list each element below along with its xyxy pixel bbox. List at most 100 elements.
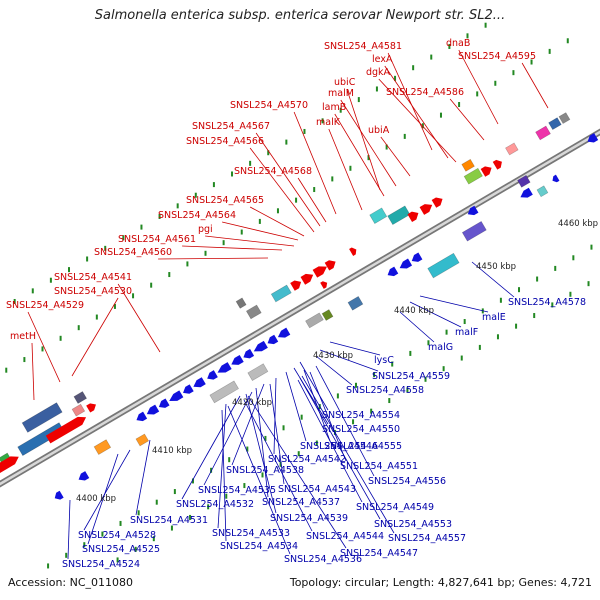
gene-label-bottom[interactable]: SNSL254_A4547 (340, 548, 418, 559)
gene-label-bottom[interactable]: SNSL254_A4578 (508, 297, 586, 308)
gene-label-bottom[interactable]: SNSL254_A4543 (278, 484, 356, 495)
ruler-tick (313, 187, 316, 193)
gene-label-top[interactable]: malK (316, 117, 341, 128)
gene-label-top[interactable]: SNSL254_A4530 (54, 286, 132, 297)
gene-label-bottom[interactable]: SNSL254_A4549 (356, 502, 434, 513)
gene-label-top[interactable]: SNSL254_A4570 (230, 100, 308, 111)
gene-label-bottom[interactable]: SNSL254_A4538 (226, 465, 304, 476)
gene-label-bottom[interactable]: SNSL254_A4558 (346, 385, 424, 396)
top-leader-line (378, 78, 457, 163)
ruler-tick (572, 255, 575, 261)
gene-label-bottom[interactable]: SNSL254_A4537 (262, 497, 340, 508)
kbp-label-layer: 4400 kbp 4410 kbp 4420 kbp 4430 kbp 4440 kbp… (76, 219, 598, 504)
reverse-gene-body (54, 490, 64, 500)
top-leader-line (293, 111, 337, 215)
gene-label-top[interactable]: SNSL254_A4586 (386, 87, 464, 98)
ruler-tick (228, 457, 231, 463)
gene-label-bottom[interactable]: SNSL254_A4535 (198, 485, 276, 496)
gene-label-bottom[interactable]: SNSL254_A4532 (176, 499, 254, 510)
gene-label-top[interactable]: dnaB (446, 38, 470, 49)
gene-label-bottom[interactable]: SNSL254_A4557 (388, 533, 466, 544)
reverse-gene-body (552, 174, 560, 183)
ruler-tick (352, 419, 355, 425)
gene-label-top[interactable]: SNSL254_A4581 (324, 41, 402, 52)
gene-label-top[interactable]: SNSL254_A4595 (458, 51, 536, 62)
ruler-tick (300, 414, 303, 420)
gene-label-bottom[interactable]: SNSL254_A4539 (270, 513, 348, 524)
gene-label-top[interactable]: SNSL254_A4560 (94, 247, 172, 258)
ruler-tick (566, 38, 569, 44)
ruler-tick (41, 346, 44, 352)
forward-gene (463, 167, 483, 185)
gene-label-top[interactable]: pgi (198, 224, 213, 235)
reverse-gene-body (387, 266, 399, 277)
gene-label-top[interactable]: SNSL254_A4565 (186, 195, 264, 206)
gene-label-top[interactable]: ubiC (334, 77, 356, 88)
gene-label-top[interactable]: ubiA (368, 125, 390, 136)
ruler-tick (494, 80, 497, 86)
ruler-tick (231, 171, 234, 177)
gene-label-top[interactable]: lexA (372, 54, 393, 65)
top-leader-line (205, 235, 295, 247)
ruler-tick (122, 235, 125, 241)
gene-label-bottom[interactable]: SNSL254_A4544 (306, 531, 384, 542)
gene-label-bottom[interactable]: SNSL254_A4550 (322, 424, 400, 435)
gene-label-top[interactable]: SNSL254_A4568 (234, 166, 312, 177)
forward-gene (505, 142, 519, 156)
ruler-tick (466, 33, 469, 39)
reverse-gene-body (536, 185, 549, 198)
gene-label-bottom[interactable]: SNSL254_A4528 (78, 530, 156, 541)
top-leader-line (255, 132, 321, 227)
gene-label-top[interactable]: malM (328, 88, 354, 99)
gene-label-bottom[interactable]: SNSL254_A4525 (82, 544, 160, 555)
reverse-gene-body (146, 404, 160, 415)
gene-label-bottom[interactable]: malE (482, 312, 506, 323)
gene-label-top[interactable]: dgkA (366, 67, 391, 78)
reverse-gene-body (135, 433, 150, 447)
gene-label-top[interactable]: SNSL254_A4561 (118, 234, 196, 245)
ruler-tick (5, 367, 8, 373)
gene-label-bottom[interactable]: SNSL254_A4556 (368, 476, 446, 487)
gene-label-bottom[interactable]: SNSL254_A4555 (324, 441, 402, 452)
bottom-leader-line (409, 301, 462, 328)
ruler-tick (285, 139, 288, 145)
gene-label-bottom[interactable]: SNSL254_A4524 (62, 559, 140, 570)
gene-label-top[interactable]: SNSL254_A4529 (6, 300, 84, 311)
gene-label-top[interactable]: SNSL254_A4566 (186, 136, 264, 147)
gene-label-bottom[interactable]: SNSL254_A4551 (340, 461, 418, 472)
reverse-gene-body (209, 380, 239, 404)
gene-label-top[interactable]: metH (10, 331, 36, 342)
ruler-tick (331, 176, 334, 182)
forward-gene (86, 403, 96, 413)
forward-gene (369, 207, 388, 224)
gene-label-bottom[interactable]: SNSL254_A4559 (372, 371, 450, 382)
gene-label-top[interactable]: SNSL254_A4567 (192, 121, 270, 132)
ruler-tick (321, 118, 324, 124)
gene-label-bottom[interactable]: SNSL254_A4536 (284, 554, 362, 565)
ruler-tick (173, 489, 176, 495)
bottom-leader-line (243, 399, 313, 532)
gene-label-bottom[interactable]: SNSL254_A4546 (300, 441, 378, 452)
gene-label-top[interactable]: SNSL254_A4564 (158, 210, 236, 221)
gene-label-bottom[interactable]: SNSL254_A4534 (220, 541, 298, 552)
gene-label-bottom[interactable]: malG (428, 342, 453, 353)
gene-label-bottom[interactable]: lysC (374, 355, 394, 366)
gene-label-bottom[interactable]: SNSL254_A4531 (130, 515, 208, 526)
ruler-tick (119, 520, 122, 526)
gene-label-bottom[interactable]: SNSL254_A4554 (322, 410, 400, 421)
forward-gene (349, 247, 357, 256)
ruler-tick (427, 340, 430, 346)
gene-label-top[interactable]: SNSL254_A4541 (54, 272, 132, 283)
forward-gene-body (0, 456, 19, 476)
kbp-tick-label: 4450 kbp (476, 262, 516, 272)
gene-label-top[interactable]: lamB (322, 102, 346, 113)
reverse-gene (247, 363, 269, 381)
gene-label-bottom[interactable]: SNSL254_A4542 (268, 454, 346, 465)
gene-label-bottom[interactable]: SNSL254_A4533 (212, 528, 290, 539)
kbp-tick-label: 4460 kbp (558, 219, 598, 229)
forward-gene-body (71, 403, 86, 417)
gene-label-bottom[interactable]: malF (455, 327, 478, 338)
forward-gene (407, 211, 419, 222)
bottom-leader-line (399, 311, 435, 343)
gene-label-bottom[interactable]: SNSL254_A4553 (374, 519, 452, 530)
